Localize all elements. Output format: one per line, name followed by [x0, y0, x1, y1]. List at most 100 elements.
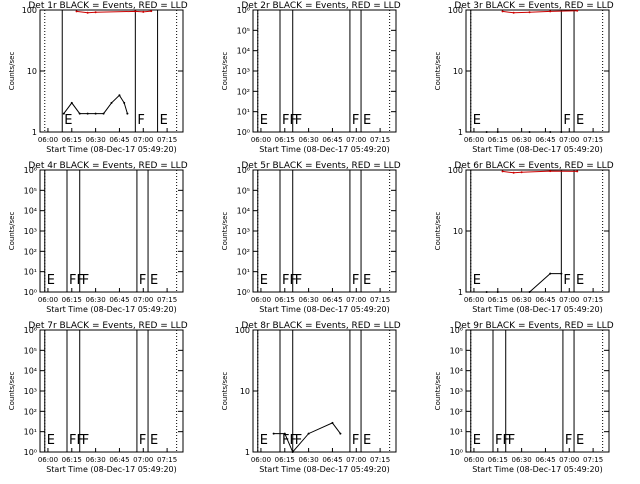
y-tick-label: 10¹	[450, 428, 463, 437]
panel-title: Det 8r BLACK = Events, RED = LLD	[241, 321, 400, 331]
y-tick-label: 10⁰	[450, 448, 463, 457]
x-tick-label: 06:15	[62, 456, 82, 464]
flag-label: F	[563, 273, 570, 288]
data-point	[86, 11, 89, 14]
x-tick-label: 07:00	[559, 456, 579, 464]
y-tick-label: 10⁰	[237, 288, 250, 297]
flag-label: F	[563, 113, 570, 128]
x-tick-label: 06:45	[322, 296, 342, 304]
x-axis-label: Start Time (08-Dec-17 05:49:20)	[259, 465, 390, 474]
x-tick-label: 07:15	[370, 136, 390, 144]
panel-title: Det 5r BLACK = Events, RED = LLD	[241, 161, 400, 171]
flag-label: F	[352, 113, 359, 128]
y-tick-label: 10¹	[237, 108, 250, 117]
x-tick-label: 07:15	[157, 456, 177, 464]
x-tick-label: 07:15	[157, 136, 177, 144]
data-point	[528, 11, 531, 14]
flag-label: E	[473, 113, 481, 128]
data-point	[86, 112, 89, 115]
flag-label: E	[260, 433, 268, 448]
x-tick-label: 06:30	[512, 136, 532, 144]
x-tick-label: 06:45	[322, 456, 342, 464]
flag-label: FF	[69, 273, 84, 288]
flag-label: E	[150, 433, 158, 448]
x-tick-label: 06:30	[86, 456, 106, 464]
y-tick-label: 10⁴	[24, 367, 37, 376]
flag-label: F	[139, 273, 146, 288]
y-tick-label: 100	[448, 166, 463, 175]
plot-frame	[39, 169, 184, 293]
x-axis-label: Start Time (08-Dec-17 05:49:20)	[472, 305, 603, 314]
x-tick-label: 06:00	[38, 456, 58, 464]
series-line	[273, 422, 341, 453]
x-tick-label: 06:00	[251, 136, 271, 144]
y-tick-label: 10⁵	[237, 26, 250, 35]
panel-title: Det 1r BLACK = Events, RED = LLD	[28, 1, 187, 11]
x-axis-label: Start Time (08-Dec-17 05:49:20)	[46, 465, 177, 474]
detector-panel-6: Det 6r BLACK = Events, RED = LLD Counts/s…	[434, 161, 614, 314]
flag-label: E	[363, 433, 371, 448]
data-point	[339, 432, 342, 435]
x-tick-label: 07:00	[346, 296, 366, 304]
y-tick-label: 10	[27, 67, 37, 76]
series-line	[76, 10, 152, 14]
y-tick-label: 1	[458, 288, 463, 297]
x-axis-label: Start Time (08-Dec-17 05:49:20)	[259, 305, 390, 314]
panel-title: Det 7r BLACK = Events, RED = LLD	[28, 321, 187, 331]
data-point	[512, 171, 515, 174]
x-tick-label: 06:30	[512, 456, 532, 464]
y-tick-label: 10	[453, 227, 463, 236]
flag-label: F	[295, 273, 302, 288]
panel-title: Det 4r BLACK = Events, RED = LLD	[28, 161, 187, 171]
y-tick-label: 10⁰	[24, 448, 37, 457]
data-point	[94, 112, 97, 115]
y-axis-label: Counts/sec	[221, 52, 229, 91]
y-tick-label: 10³	[24, 387, 37, 396]
data-point	[576, 170, 579, 173]
y-tick-label: 10⁵	[450, 346, 463, 355]
x-tick-label: 06:15	[275, 136, 295, 144]
flag-label: F	[139, 433, 146, 448]
x-tick-label: 07:15	[157, 296, 177, 304]
data-point	[496, 131, 499, 133]
panel-title: Det 9r BLACK = Events, RED = LLD	[454, 321, 613, 331]
plot-frame	[39, 329, 184, 453]
x-tick-label: 06:30	[512, 296, 532, 304]
x-tick-label: 07:15	[370, 456, 390, 464]
y-tick-label: 10³	[24, 227, 37, 236]
flag-label: F	[565, 433, 572, 448]
data-point	[291, 451, 294, 453]
x-tick-label: 07:00	[559, 296, 579, 304]
y-tick-label: 10⁰	[237, 128, 250, 137]
x-axis-label: Start Time (08-Dec-17 05:49:20)	[259, 145, 390, 154]
y-tick-label: 10	[240, 387, 250, 396]
y-axis-label: Counts/sec	[8, 372, 16, 411]
panel-title: Det 3r BLACK = Events, RED = LLD	[454, 1, 613, 11]
plot-frame	[252, 169, 397, 293]
panel-title: Det 6r BLACK = Events, RED = LLD	[454, 161, 613, 171]
y-tick-label: 10³	[237, 227, 250, 236]
plot-frame	[252, 9, 397, 133]
flag-label: F	[508, 433, 515, 448]
x-tick-label: 07:15	[370, 296, 390, 304]
y-tick-label: 10⁶	[450, 326, 463, 335]
x-axis-label: Start Time (08-Dec-17 05:49:20)	[472, 145, 603, 154]
x-tick-label: 07:00	[133, 296, 153, 304]
y-tick-label: 10³	[237, 67, 250, 76]
flag-label: FF	[69, 433, 84, 448]
x-tick-label: 06:00	[464, 296, 484, 304]
x-tick-label: 06:15	[488, 136, 508, 144]
y-tick-label: 10²	[237, 87, 250, 96]
y-axis-label: Counts/sec	[434, 52, 442, 91]
data-point	[110, 101, 113, 104]
y-axis-label: Counts/sec	[434, 212, 442, 251]
y-tick-label: 10⁶	[24, 166, 37, 175]
y-tick-label: 10⁴	[450, 367, 463, 376]
data-point	[528, 291, 531, 293]
detector-panel-9: Det 9r BLACK = Events, RED = LLD Counts/s…	[434, 321, 614, 474]
flag-label: F	[295, 433, 302, 448]
data-point	[549, 131, 552, 133]
x-tick-label: 07:00	[133, 136, 153, 144]
data-point	[272, 432, 275, 435]
